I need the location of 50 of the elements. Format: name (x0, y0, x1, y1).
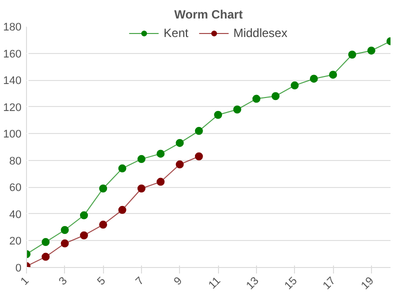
point (42, 252, 50, 261)
y-tick-label: 60 (9, 182, 22, 194)
point (233, 106, 242, 114)
point (42, 238, 50, 246)
y-tick-label: 140 (3, 75, 22, 88)
point (252, 94, 260, 103)
x-tick-label: 11 (206, 274, 224, 292)
legend-label: Kent (164, 26, 188, 40)
legend-label: Middlesex (233, 26, 288, 40)
y-tick-label: 40 (9, 208, 22, 221)
y-tick-label: 80 (9, 155, 22, 168)
point (60, 239, 69, 248)
point (80, 211, 88, 220)
x-tick-label: 15 (282, 274, 300, 292)
chart-title: Worm Chart (174, 8, 243, 22)
point (367, 46, 376, 55)
x-tick-label: 9 (172, 274, 185, 288)
point (99, 220, 108, 229)
point (290, 81, 299, 90)
x-tick-label: 1 (18, 274, 32, 288)
point (272, 92, 280, 100)
point (348, 50, 356, 59)
point (137, 155, 146, 164)
x-tick-label: 17 (320, 274, 338, 292)
point (156, 178, 165, 186)
point (156, 150, 165, 158)
y-tick-label: 0 (15, 262, 22, 274)
x-tick-label: 7 (134, 274, 146, 288)
point (99, 184, 108, 192)
point (176, 138, 184, 147)
point (118, 164, 126, 172)
x-tick-label: 19 (359, 274, 376, 292)
point (176, 160, 184, 168)
y-tick-label: 160 (3, 48, 22, 60)
x-tick-label: 3 (56, 274, 70, 288)
point (310, 74, 318, 83)
point (194, 152, 203, 160)
y-tick-label: 180 (3, 22, 22, 34)
point (329, 70, 338, 79)
y-tick-label: 120 (3, 102, 22, 114)
y-tick-label: 20 (9, 236, 22, 248)
point (214, 110, 222, 119)
point (194, 126, 203, 135)
point (80, 231, 88, 240)
x-tick-label: 13 (244, 274, 262, 292)
x-tick-label: 5 (95, 274, 108, 288)
point (118, 206, 126, 214)
point (60, 226, 69, 234)
point (137, 184, 146, 192)
y-tick-label: 100 (3, 128, 22, 141)
